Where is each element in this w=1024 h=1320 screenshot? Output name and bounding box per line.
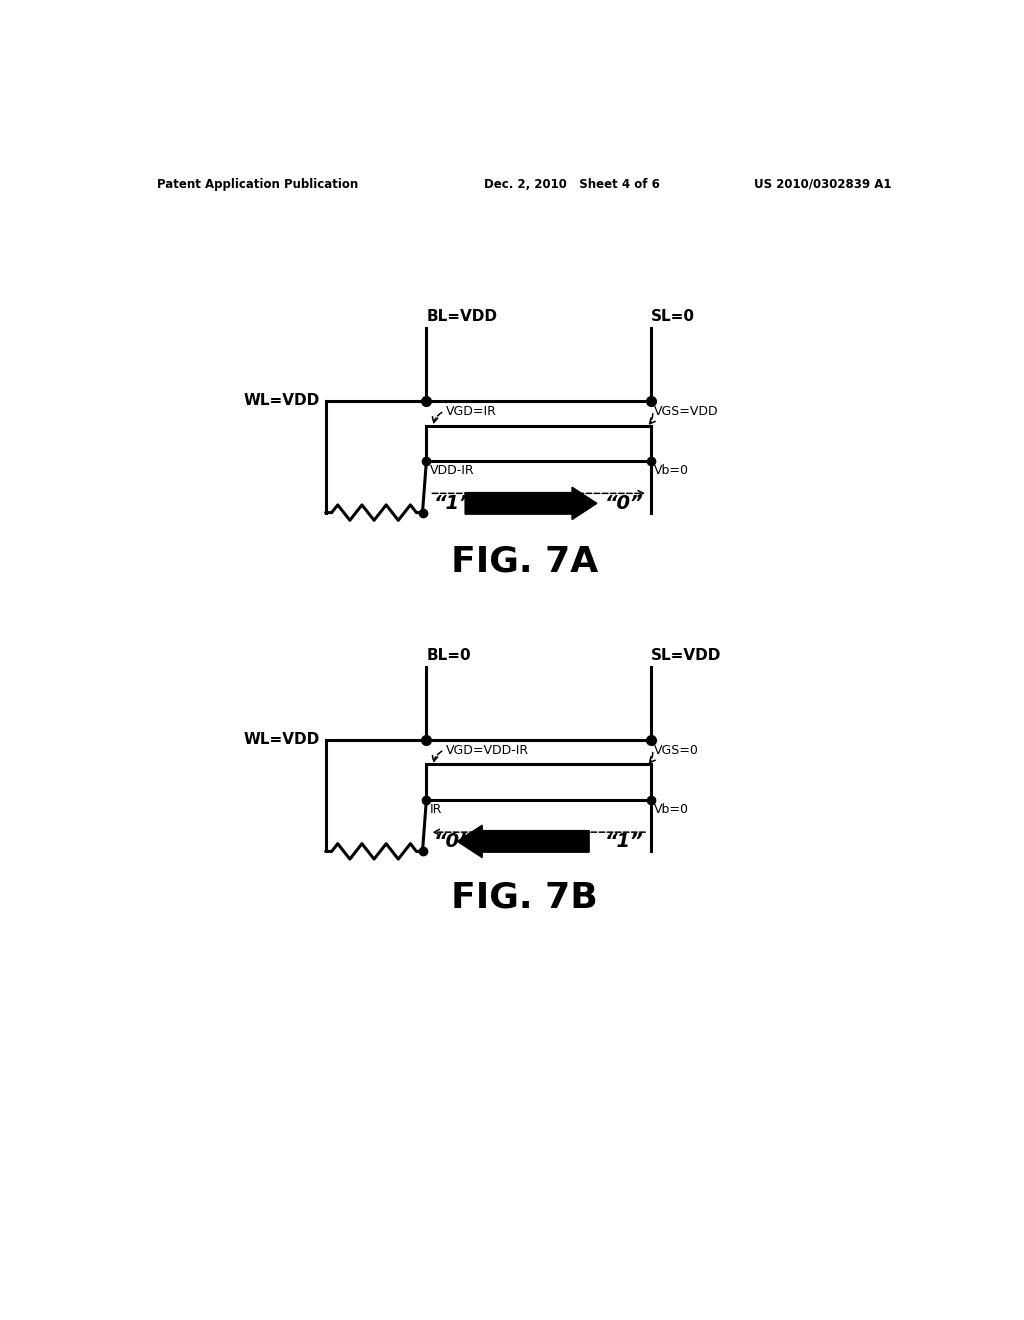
- Text: “0”: “0”: [434, 832, 473, 851]
- Text: SL=VDD: SL=VDD: [651, 648, 722, 663]
- Text: FIG. 7A: FIG. 7A: [452, 545, 598, 579]
- Text: Dec. 2, 2010   Sheet 4 of 6: Dec. 2, 2010 Sheet 4 of 6: [484, 178, 660, 190]
- Text: WL=VDD: WL=VDD: [243, 733, 319, 747]
- Text: BL=0: BL=0: [426, 648, 471, 663]
- Text: VGS=VDD: VGS=VDD: [654, 405, 719, 418]
- Text: SL=0: SL=0: [651, 309, 695, 323]
- Text: Vb=0: Vb=0: [654, 465, 689, 477]
- FancyArrow shape: [458, 825, 589, 858]
- Text: “0”: “0”: [605, 494, 643, 513]
- Text: WL=VDD: WL=VDD: [243, 393, 319, 408]
- Text: FIG. 7B: FIG. 7B: [452, 880, 598, 915]
- Text: Patent Application Publication: Patent Application Publication: [158, 178, 358, 190]
- Text: VDS=VDD-IR: VDS=VDD-IR: [498, 837, 580, 850]
- Text: VDS=VDD-IR: VDS=VDD-IR: [498, 498, 580, 511]
- Text: IR: IR: [429, 803, 441, 816]
- Text: VGD=VDD-IR: VGD=VDD-IR: [445, 743, 528, 756]
- Text: VGS=0: VGS=0: [654, 743, 699, 756]
- Text: “1”: “1”: [605, 832, 643, 851]
- Text: VGD=IR: VGD=IR: [445, 405, 497, 418]
- Text: Vb=0: Vb=0: [654, 803, 689, 816]
- Text: US 2010/0302839 A1: US 2010/0302839 A1: [754, 178, 891, 190]
- Text: BL=VDD: BL=VDD: [426, 309, 498, 323]
- FancyArrow shape: [465, 487, 597, 520]
- Text: “1”: “1”: [434, 494, 473, 513]
- Text: VDD-IR: VDD-IR: [429, 465, 474, 477]
